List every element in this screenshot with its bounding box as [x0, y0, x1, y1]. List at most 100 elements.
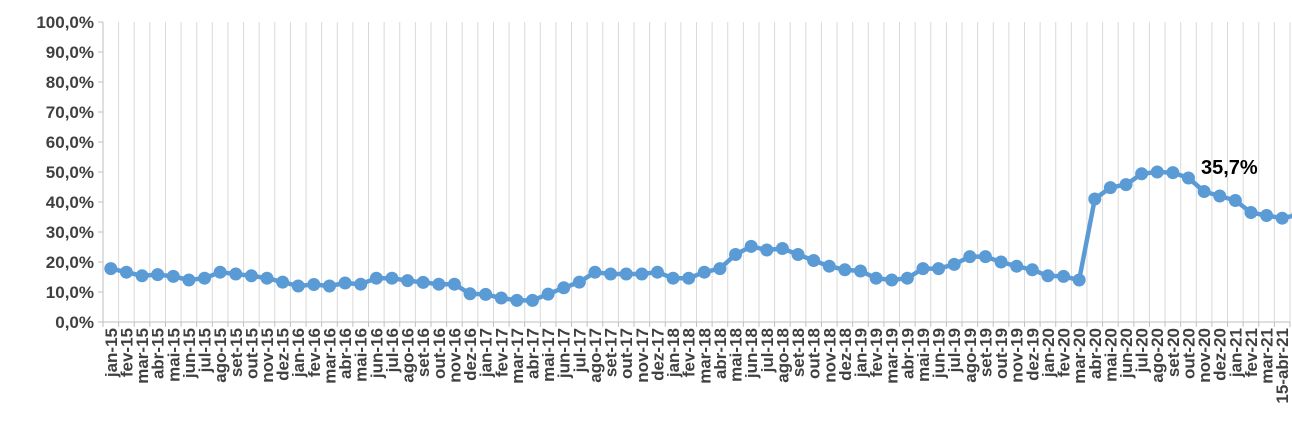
x-tick-label: ago-16	[399, 328, 418, 383]
x-tick-label: nov-19	[1008, 328, 1027, 383]
x-tick-label: mai-20	[1101, 328, 1120, 382]
data-point	[557, 281, 571, 295]
x-tick-label: out-16	[430, 328, 449, 379]
x-tick-label: mar-17	[508, 328, 527, 384]
x-tick-label: mar-21	[1258, 328, 1277, 384]
data-point	[978, 250, 992, 264]
x-tick-label: mai-15	[164, 328, 183, 382]
data-point	[932, 262, 946, 276]
data-point	[291, 279, 305, 293]
x-tick-label: set-20	[1164, 328, 1183, 377]
data-point	[463, 287, 477, 301]
x-tick-label: fev-18	[680, 328, 699, 377]
data-point	[338, 276, 352, 290]
y-tick-label: 70,0%	[46, 103, 94, 122]
data-point	[1041, 269, 1055, 283]
data-point	[401, 274, 415, 288]
x-tick-label: jun-15	[180, 328, 199, 379]
data-point	[1197, 185, 1211, 198]
x-tick-label: fev-16	[305, 328, 324, 377]
x-tick-label: mar-15	[133, 328, 152, 384]
x-tick-label: jun-17	[555, 328, 574, 379]
x-tick-label: dez-16	[461, 328, 480, 381]
y-tick-label: 10,0%	[46, 283, 94, 302]
x-tick-label: jul-18	[758, 328, 777, 373]
x-tick-label: abr-15	[149, 328, 168, 379]
x-tick-label: jan-21	[1226, 328, 1245, 378]
x-tick-label: dez-17	[648, 328, 667, 381]
y-tick-label: 100,0%	[36, 13, 94, 32]
data-point	[119, 265, 133, 279]
x-tick-label: fev-17	[492, 328, 511, 377]
data-point	[1213, 189, 1227, 203]
data-point	[572, 275, 586, 289]
data-point	[213, 265, 227, 279]
x-tick-label: jan-15	[102, 328, 121, 378]
data-point	[447, 277, 461, 291]
data-point	[1150, 165, 1164, 179]
data-point	[994, 255, 1008, 269]
x-tick-label: abr-18	[711, 328, 730, 379]
x-tick-label: mai-18	[727, 328, 746, 382]
axes	[98, 21, 1291, 327]
y-tick-label: 40,0%	[46, 193, 94, 212]
x-tick-label: set-16	[414, 328, 433, 377]
x-tick-label: jun-20	[1117, 328, 1136, 379]
y-tick-label: 50,0%	[46, 163, 94, 182]
data-point	[166, 269, 180, 283]
x-tick-label: set-15	[227, 328, 246, 377]
data-point	[260, 271, 274, 285]
y-tick-label: 90,0%	[46, 43, 94, 62]
vertical-gridlines	[102, 22, 1291, 322]
x-tick-label: abr-20	[1086, 328, 1105, 379]
x-tick-label: mai-19	[914, 328, 933, 382]
x-tick-label: ago-17	[586, 328, 605, 383]
data-point	[1072, 273, 1086, 287]
data-point	[775, 242, 789, 255]
data-point	[244, 269, 258, 283]
data-point	[1119, 178, 1133, 192]
data-point	[479, 287, 493, 301]
x-tick-label: set-18	[789, 328, 808, 377]
x-tick-label: jan-20	[1039, 328, 1058, 378]
x-tick-label: jul-15	[196, 328, 215, 373]
data-point	[541, 287, 555, 301]
data-point	[307, 278, 321, 291]
data-point	[963, 250, 977, 264]
x-tick-label: ago-19	[961, 328, 980, 383]
y-tick-label: 30,0%	[46, 223, 94, 242]
data-point	[151, 268, 165, 282]
data-point	[619, 267, 633, 281]
last-value-annotation: 35,7%	[1201, 157, 1258, 179]
data-point	[697, 265, 711, 279]
data-point	[182, 273, 196, 287]
data-point	[635, 267, 649, 281]
x-tick-label: mar-18	[695, 328, 714, 384]
x-tick-label: mai-17	[539, 328, 558, 382]
x-tick-label: jun-18	[742, 328, 761, 379]
x-tick-label: out-19	[992, 328, 1011, 379]
data-point	[369, 271, 383, 285]
data-point	[276, 275, 290, 289]
data-point	[853, 264, 867, 278]
x-tick-label: abr-19	[898, 328, 917, 379]
x-tick-label: nov-16	[445, 328, 464, 383]
x-tick-label: mar-20	[1070, 328, 1089, 384]
data-point	[198, 271, 212, 285]
y-tick-label: 80,0%	[46, 73, 94, 92]
x-tick-label: out-15	[242, 328, 261, 379]
x-tick-label: mar-16	[320, 328, 339, 384]
data-point	[1010, 259, 1024, 273]
data-point	[1260, 209, 1274, 222]
data-point	[432, 277, 446, 291]
x-tick-label: nov-15	[258, 328, 277, 383]
data-point	[1275, 211, 1289, 225]
data-point	[385, 271, 399, 285]
data-point	[807, 254, 821, 267]
y-axis-tick-labels: 0,0% 10,0% 20,0% 30,0% 40,0% 50,0% 60,0% 70,0% 8…	[36, 13, 94, 332]
x-tick-label: jan-17	[477, 328, 496, 378]
data-point	[869, 271, 883, 285]
x-axis-tick-labels: jan-15fev-15mar-15abr-15mai-15jun-15jul-…	[102, 328, 1292, 404]
data-point	[1025, 263, 1039, 277]
